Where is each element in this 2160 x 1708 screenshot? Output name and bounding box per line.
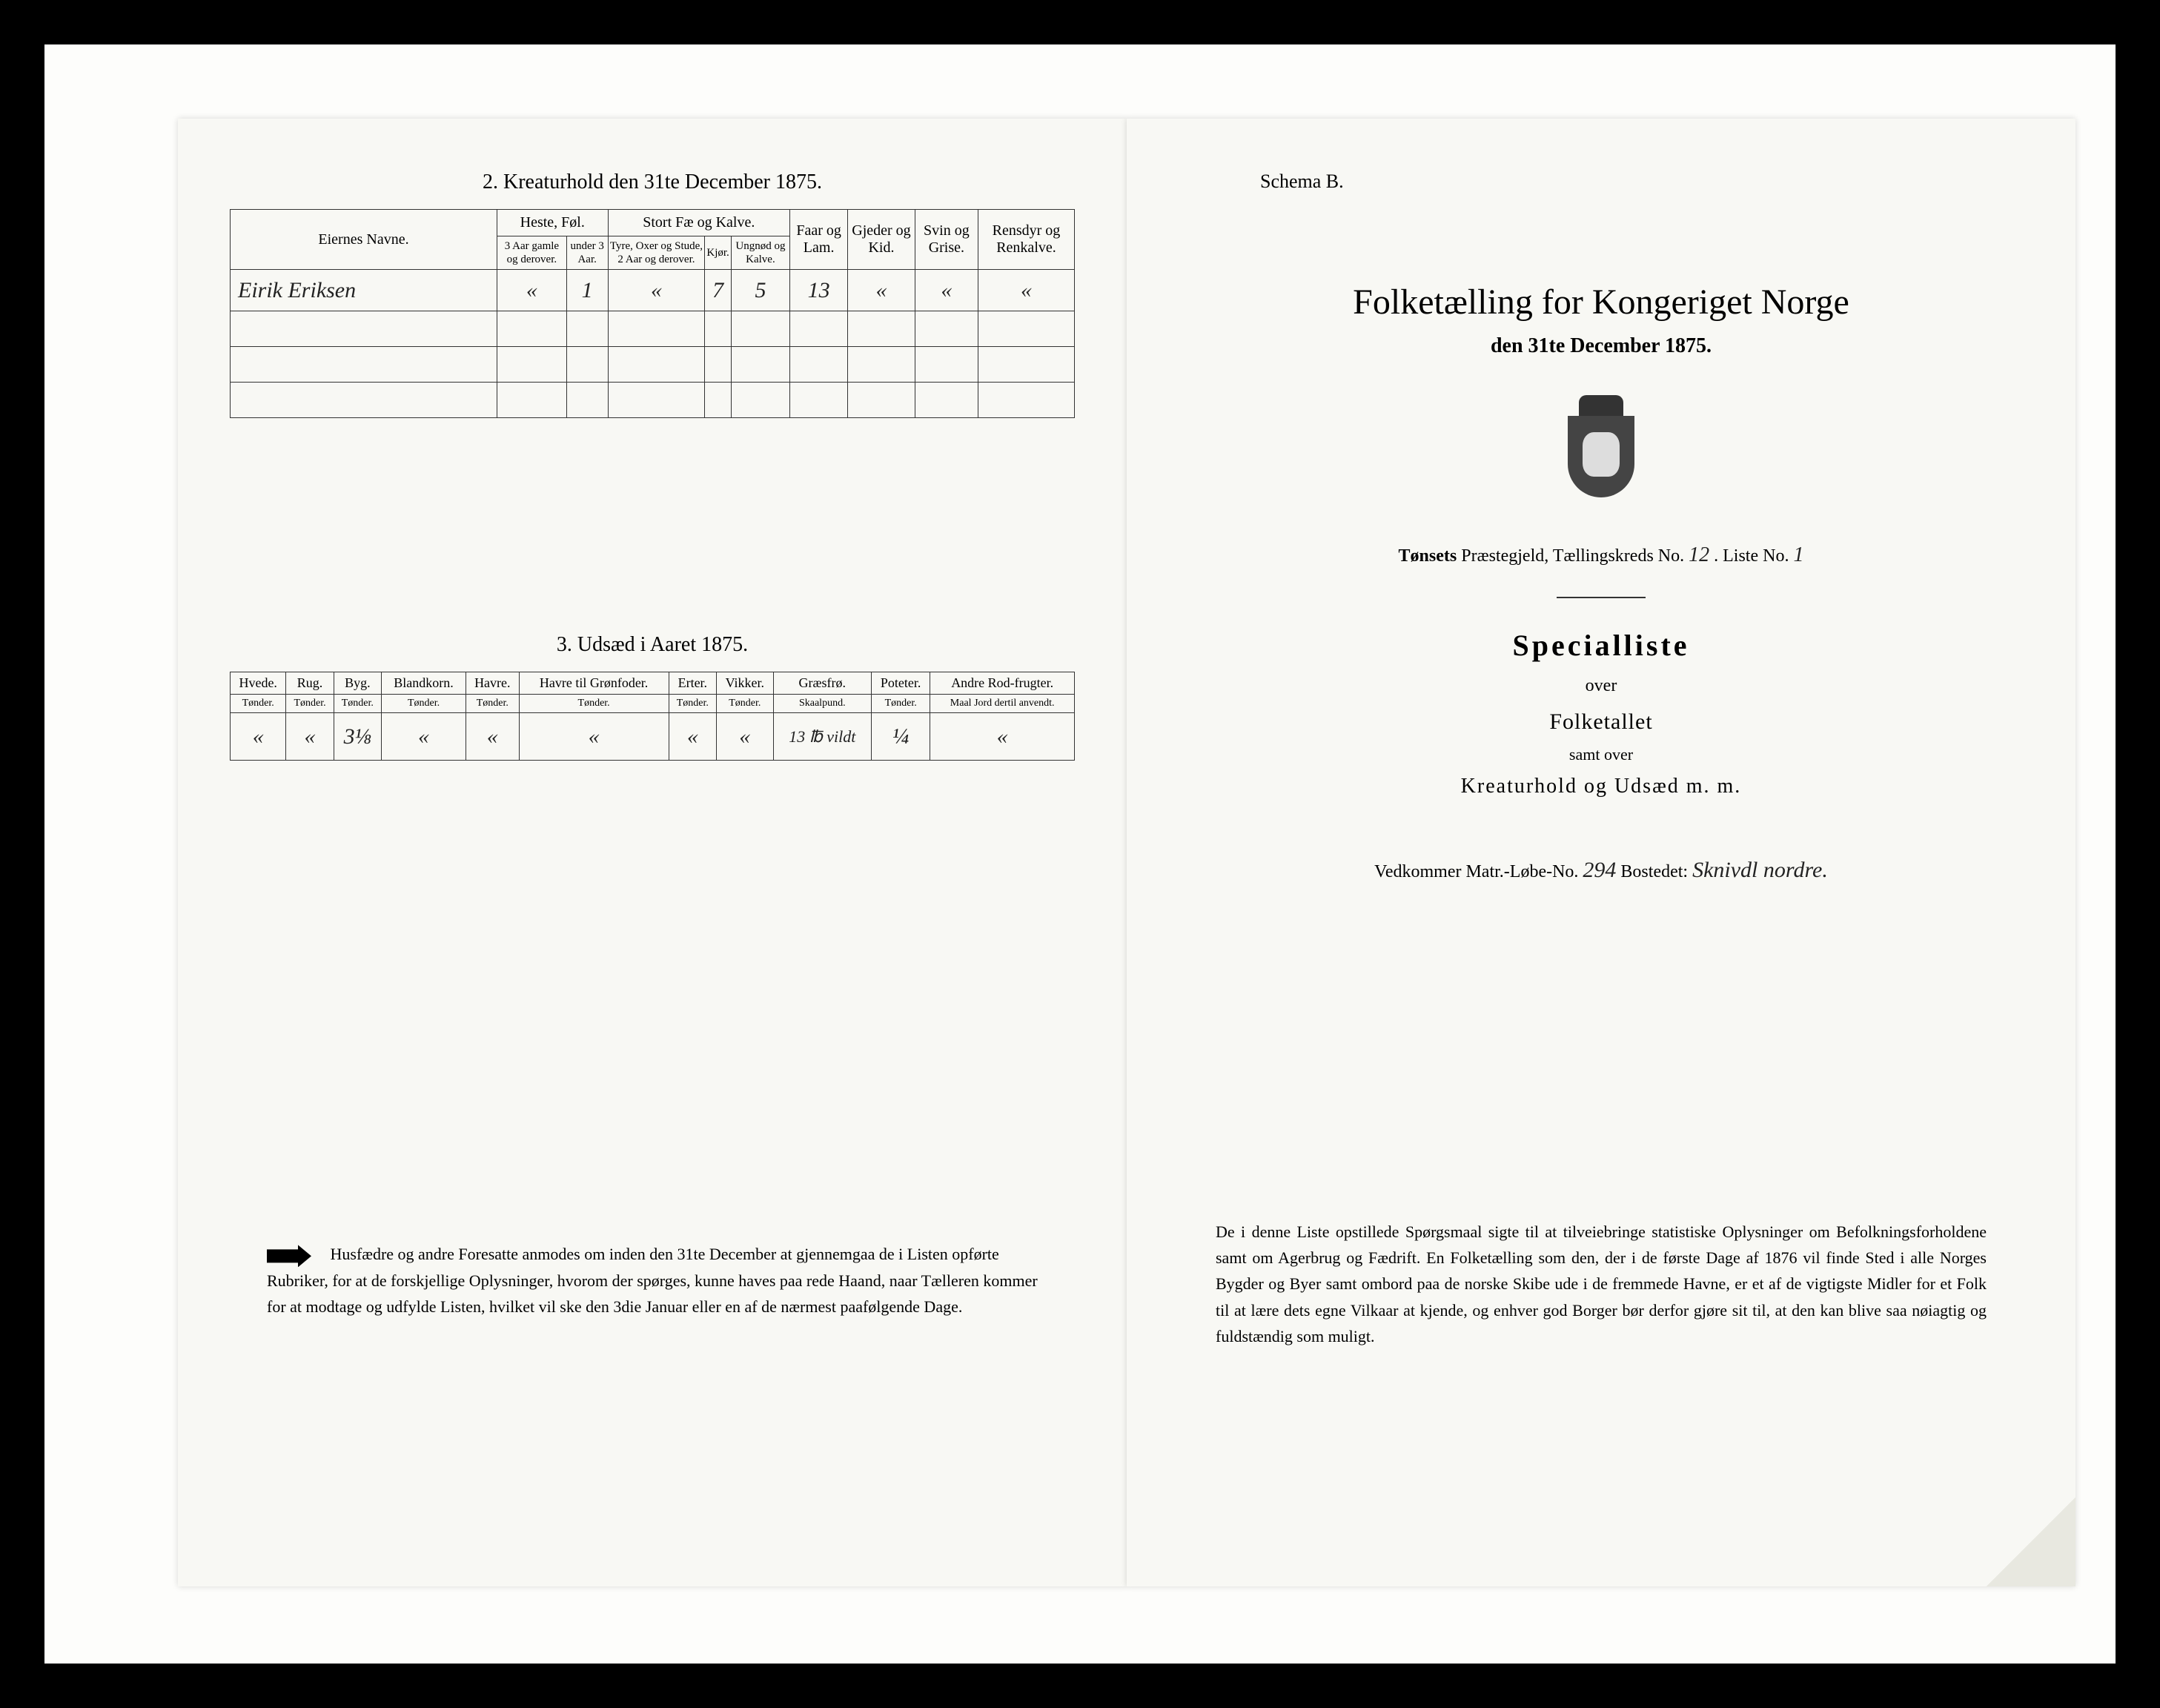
liste-label: . Liste No. (1714, 546, 1793, 566)
spec-title: Specialliste (1201, 628, 2001, 663)
section2-title: 2. Kreaturhold den 31te December 1875. (230, 171, 1075, 194)
right-page: Schema B. Folketælling for Kongeriget No… (1127, 119, 2075, 1586)
cell: « (286, 713, 334, 761)
table-row: Eirik Eriksen « 1 « 7 5 13 « « « (231, 270, 1075, 311)
schema-label: Schema B. (1260, 171, 2001, 193)
th: Tønder. (716, 695, 773, 713)
cell: 5 (731, 270, 789, 311)
cell: « (716, 713, 773, 761)
th: Tønder. (231, 695, 286, 713)
main-title: Folketælling for Kongeriget Norge (1201, 282, 2001, 322)
kreds-no: 12 (1689, 543, 1709, 566)
th: Havre til Grønfoder. (519, 672, 669, 695)
liste-no: 1 (1793, 543, 1803, 566)
cell: « (930, 713, 1075, 761)
th: Rug. (286, 672, 334, 695)
bosted-value: Sknivdl nordre. (1692, 858, 1828, 882)
table-row (231, 383, 1075, 418)
th-svin: Svin og Grise. (915, 210, 978, 270)
page-fold-icon (1987, 1497, 2075, 1586)
husfaedre-note: Husfædre og andre Foresatte anmodes om i… (267, 1241, 1038, 1320)
parish-line: Tønsets Præstegjeld, Tællingskreds No. 1… (1201, 543, 2001, 567)
coat-of-arms-icon (1553, 395, 1649, 506)
th-owner: Eiernes Navne. (231, 210, 497, 270)
parish-label: Præstegjeld, Tællingskreds No. (1461, 546, 1689, 566)
table-row (231, 347, 1075, 383)
spec-folketallet: Folketallet (1201, 709, 2001, 735)
spec-kreatur: Kreaturhold og Udsæd m. m. (1201, 775, 2001, 798)
cell: ¼ (871, 713, 930, 761)
sub-date: den 31te December 1875. (1201, 334, 2001, 358)
left-page: 2. Kreaturhold den 31te December 1875. E… (178, 119, 1127, 1586)
th: Poteter. (871, 672, 930, 695)
table-row: « « 3⅛ « « « « « 13 ℔ vildt ¼ « (231, 713, 1075, 761)
cell: 13 ℔ vildt (773, 713, 871, 761)
th: Havre. (466, 672, 519, 695)
matr-no: 294 (1583, 858, 1616, 882)
th: Vikker. (716, 672, 773, 695)
th-rensdyr: Rensdyr og Renkalve. (978, 210, 1074, 270)
footer-text: De i denne Liste opstillede Spørgsmaal s… (1216, 1219, 1987, 1349)
vedkommer-line: Vedkommer Matr.-Løbe-No. 294 Bostedet: S… (1201, 858, 2001, 883)
cell: « (519, 713, 669, 761)
seed-table: Hvede. Rug. Byg. Blandkorn. Havre. Havre… (230, 672, 1075, 761)
th: Erter. (669, 672, 716, 695)
th-g1a: 3 Aar gamle og derover. (497, 236, 567, 270)
cell: « (608, 270, 705, 311)
table-row (231, 311, 1075, 347)
divider (1557, 597, 1646, 598)
th: Hvede. (231, 672, 286, 695)
th-heste: Heste, Føl. (497, 210, 609, 236)
th: Tønder. (519, 695, 669, 713)
th-g2c: Ungnød og Kalve. (731, 236, 789, 270)
th-g2b: Kjør. (705, 236, 731, 270)
husfaedre-text: Husfædre og andre Foresatte anmodes om i… (267, 1245, 1038, 1315)
bosted-label: Bostedet: (1620, 862, 1692, 881)
th: Tønder. (466, 695, 519, 713)
livestock-table: Eiernes Navne. Heste, Føl. Stort Fæ og K… (230, 209, 1075, 418)
th: Andre Rod-frugter. (930, 672, 1075, 695)
pointer-icon (267, 1245, 311, 1267)
cell: « (381, 713, 466, 761)
cell: 7 (705, 270, 731, 311)
cell: « (231, 713, 286, 761)
cell: « (915, 270, 978, 311)
cell: « (848, 270, 915, 311)
th: Tønder. (381, 695, 466, 713)
th: Tønder. (669, 695, 716, 713)
vedk-label: Vedkommer Matr.-Løbe-No. (1374, 862, 1583, 881)
section3-title: 3. Udsæd i Aaret 1875. (230, 633, 1075, 657)
th-g1b: under 3 Aar. (566, 236, 608, 270)
cell: 3⅛ (334, 713, 381, 761)
th: Skaalpund. (773, 695, 871, 713)
scan-frame: 2. Kreaturhold den 31te December 1875. E… (44, 44, 2116, 1664)
cell: 1 (566, 270, 608, 311)
th: Byg. (334, 672, 381, 695)
cell: « (978, 270, 1074, 311)
cell: « (466, 713, 519, 761)
th-gjeder: Gjeder og Kid. (848, 210, 915, 270)
th: Blandkorn. (381, 672, 466, 695)
th: Tønder. (334, 695, 381, 713)
th: Tønder. (286, 695, 334, 713)
cell: 13 (790, 270, 848, 311)
cell: « (497, 270, 567, 311)
parish-name: Tønsets (1399, 546, 1457, 566)
th: Græsfrø. (773, 672, 871, 695)
cell: « (669, 713, 716, 761)
cell-owner: Eirik Eriksen (231, 270, 497, 311)
th: Tønder. (871, 695, 930, 713)
th-faar: Faar og Lam. (790, 210, 848, 270)
th-g2a: Tyre, Oxer og Stude, 2 Aar og derover. (608, 236, 705, 270)
th-stort: Stort Fæ og Kalve. (608, 210, 790, 236)
spec-samt: samt over (1201, 745, 2001, 764)
spec-over: over (1201, 676, 2001, 696)
th: Maal Jord dertil anvendt. (930, 695, 1075, 713)
